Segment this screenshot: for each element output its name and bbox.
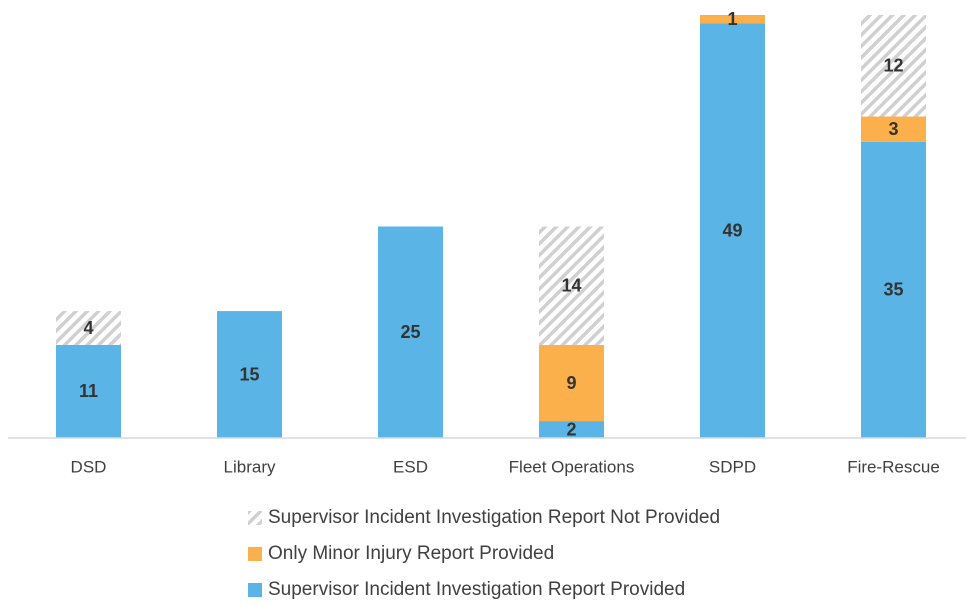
value-label: 35 <box>883 280 903 300</box>
bar-segment <box>539 344 604 422</box>
bar-segment <box>56 311 121 345</box>
bar-segment <box>861 116 926 142</box>
value-label: 2 <box>566 419 576 439</box>
bar-segment <box>539 226 604 345</box>
value-label: 25 <box>400 322 420 342</box>
x-tick-label: Fire-Rescue <box>847 457 940 476</box>
legend-label: Supervisor Incident Investigation Report… <box>268 579 685 600</box>
x-tick-label: ESD <box>393 457 428 476</box>
x-tick-label: Fleet Operations <box>509 457 635 476</box>
legend-label: Supervisor Incident Investigation Report… <box>268 507 720 528</box>
legend-swatch <box>248 547 262 561</box>
value-label: 15 <box>239 364 259 384</box>
bar-segment <box>217 311 282 438</box>
value-label: 3 <box>888 119 898 139</box>
legend-label: Only Minor Injury Report Provided <box>268 543 554 564</box>
bar-segment <box>378 226 443 438</box>
bar-segment <box>861 15 926 117</box>
bar-segment <box>700 15 765 24</box>
value-label: 1 <box>727 9 737 29</box>
x-tick-label: Library <box>224 457 276 476</box>
legend-swatch <box>248 511 262 525</box>
x-tick-label: DSD <box>71 457 107 476</box>
bar-segment <box>861 141 926 438</box>
value-label: 9 <box>566 373 576 393</box>
bar-segment <box>700 23 765 439</box>
legend-swatch <box>248 583 262 597</box>
value-label: 4 <box>83 318 93 338</box>
value-label: 12 <box>883 56 903 76</box>
value-label: 49 <box>722 220 742 240</box>
bar-segment <box>56 344 121 438</box>
x-tick-label: SDPD <box>709 457 756 476</box>
value-label: 11 <box>79 381 98 401</box>
value-label: 14 <box>561 275 581 295</box>
bar-segment <box>539 421 604 438</box>
